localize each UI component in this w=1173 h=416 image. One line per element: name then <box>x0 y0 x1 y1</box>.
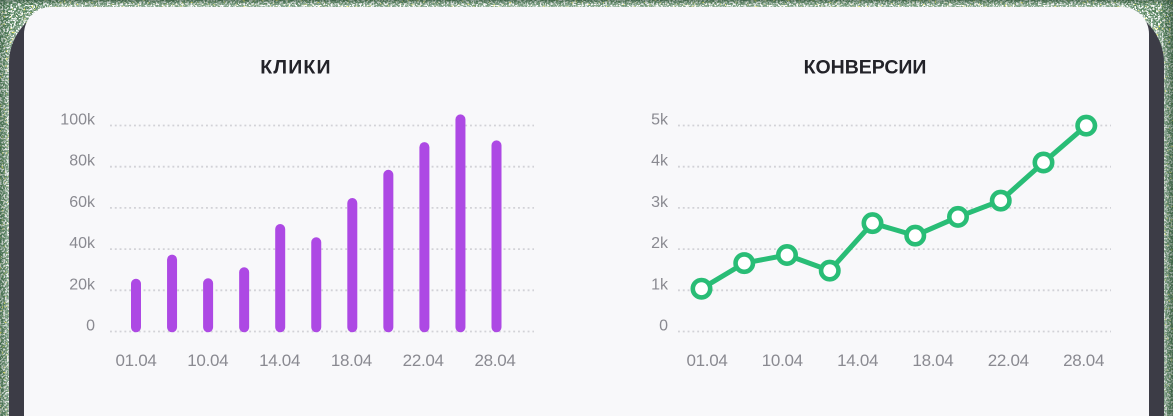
svg-text:5k: 5k <box>651 112 669 129</box>
svg-text:4k: 4k <box>651 153 669 170</box>
svg-text:40k: 40k <box>69 235 96 252</box>
svg-text:22.04: 22.04 <box>988 351 1029 370</box>
svg-text:28.04: 28.04 <box>474 351 515 370</box>
svg-text:КЛИКИ: КЛИКИ <box>260 57 332 79</box>
svg-text:100k: 100k <box>60 112 96 129</box>
svg-text:14.04: 14.04 <box>837 351 878 370</box>
svg-text:1k: 1k <box>651 276 669 293</box>
svg-text:3k: 3k <box>651 194 669 211</box>
svg-text:60k: 60k <box>69 194 96 211</box>
svg-text:20k: 20k <box>69 276 96 293</box>
svg-text:01.04: 01.04 <box>686 351 727 370</box>
svg-text:80k: 80k <box>69 153 96 170</box>
svg-text:КОНВЕРСИИ: КОНВЕРСИИ <box>804 57 927 79</box>
svg-text:0: 0 <box>86 318 95 335</box>
svg-text:22.04: 22.04 <box>403 351 444 370</box>
svg-text:14.04: 14.04 <box>259 351 300 370</box>
svg-text:18.04: 18.04 <box>912 351 953 370</box>
svg-text:2k: 2k <box>651 235 669 252</box>
svg-text:28.04: 28.04 <box>1063 351 1104 370</box>
svg-text:01.04: 01.04 <box>115 351 156 370</box>
svg-text:10.04: 10.04 <box>762 351 803 370</box>
svg-text:10.04: 10.04 <box>187 351 228 370</box>
svg-text:0: 0 <box>659 318 668 335</box>
svg-text:18.04: 18.04 <box>331 351 372 370</box>
